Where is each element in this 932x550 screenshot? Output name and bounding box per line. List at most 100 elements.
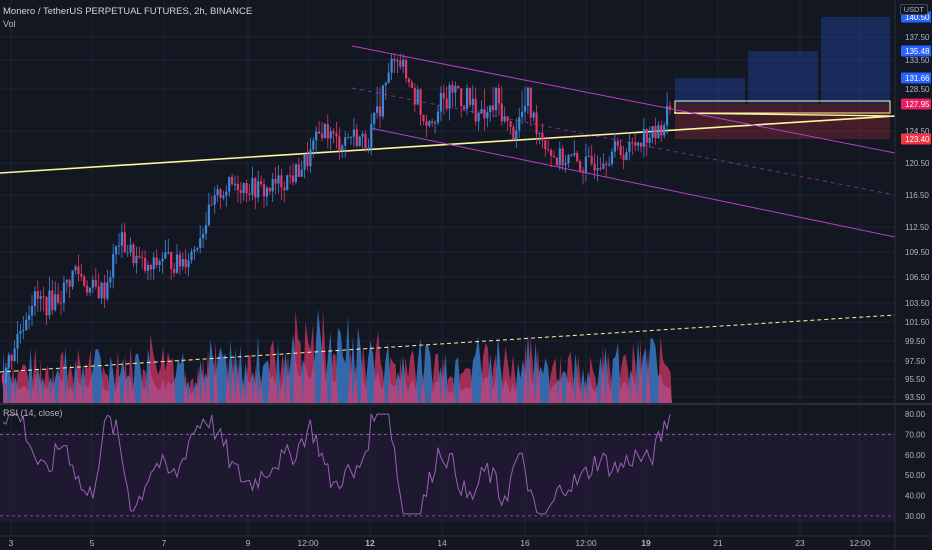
- candle-body: [558, 148, 561, 166]
- candle-body: [83, 276, 86, 286]
- price-tick-label: 93.50: [905, 393, 926, 402]
- candle-body: [628, 142, 631, 152]
- candle-body: [419, 89, 422, 115]
- candle-body: [436, 111, 440, 123]
- candle-body: [45, 297, 48, 316]
- candle-body: [471, 98, 474, 105]
- candle-body: [100, 282, 103, 298]
- time-tick-label: 5: [90, 538, 95, 548]
- candle-body: [625, 151, 628, 160]
- candle-body: [268, 187, 271, 192]
- candle-body: [480, 109, 483, 114]
- candle-body: [518, 117, 521, 131]
- candle-body: [4, 367, 7, 383]
- long-position-tool[interactable]: [674, 17, 891, 139]
- candle-body: [593, 163, 596, 171]
- candle-body: [294, 164, 297, 182]
- candle-body: [146, 264, 150, 271]
- currency-badge[interactable]: USDT: [899, 4, 928, 15]
- stop-zone: [675, 104, 890, 139]
- candle-body: [329, 131, 332, 139]
- candle-body: [515, 130, 518, 140]
- candle-body: [164, 252, 167, 259]
- candle-body: [561, 148, 564, 166]
- candle-body: [187, 260, 190, 268]
- candle-body: [42, 296, 45, 298]
- candle-body: [265, 187, 268, 197]
- candle-body: [492, 105, 495, 111]
- candle-body: [65, 280, 68, 283]
- price-tick-label: 101.50: [905, 318, 930, 327]
- candle-body: [477, 113, 480, 122]
- target-zone-3: [821, 17, 890, 104]
- candle-body: [402, 59, 405, 67]
- candle-body: [648, 137, 651, 143]
- volume-series: [3, 309, 672, 404]
- candle-body: [291, 175, 295, 182]
- time-tick-label: 12:00: [849, 538, 871, 548]
- price-axis: 137.50 133.50 128.50 124.50 120.50 116.50 112.…: [901, 11, 931, 402]
- candle-body: [410, 82, 413, 88]
- candle-body: [526, 87, 529, 106]
- candle-body: [396, 60, 399, 62]
- candle-body: [344, 137, 347, 146]
- candle-body: [303, 154, 306, 170]
- candle-body: [448, 84, 451, 109]
- candle-body: [138, 255, 141, 258]
- candle-body: [494, 87, 498, 111]
- candle-body: [451, 84, 454, 93]
- rsi-title[interactable]: RSI (14, close): [3, 408, 63, 418]
- candle-body: [39, 296, 42, 299]
- candle-body: [77, 266, 80, 275]
- candle-body: [222, 195, 225, 199]
- trendlines[interactable]: [0, 45, 896, 373]
- candle-body: [106, 282, 109, 299]
- candle-body: [373, 112, 376, 124]
- volume-area-down: [3, 309, 672, 404]
- price-tick-label: 133.50: [905, 56, 930, 65]
- candle-body: [634, 142, 637, 146]
- candle-body: [489, 105, 492, 113]
- candle-body: [425, 121, 428, 126]
- candle-body: [213, 195, 216, 205]
- candle-body: [651, 126, 654, 138]
- candle-body: [663, 125, 666, 136]
- candle-body: [564, 163, 567, 166]
- candle-body: [608, 163, 611, 165]
- candle-body: [584, 156, 587, 173]
- symbol-title[interactable]: Monero / TetherUS PERPETUAL FUTURES, 2h,…: [3, 6, 253, 17]
- candle-body: [355, 129, 358, 147]
- candle-body: [228, 176, 231, 192]
- candle-body: [245, 183, 248, 194]
- candle-body: [605, 163, 608, 165]
- candle-body: [286, 175, 289, 191]
- candle-body: [352, 129, 355, 137]
- candle-body: [62, 282, 65, 304]
- candle-body: [579, 161, 582, 171]
- candle-body: [88, 287, 92, 293]
- target-zone-1: [675, 78, 745, 104]
- volume-label[interactable]: Vol: [3, 19, 16, 29]
- candle-body: [486, 112, 489, 119]
- candle-body: [59, 302, 63, 304]
- candle-body: [210, 204, 213, 206]
- candle-body: [610, 151, 614, 164]
- price-badge: [901, 72, 931, 84]
- candle-body: [428, 121, 431, 126]
- candle-body: [103, 282, 106, 299]
- price-tick-label: 103.50: [905, 299, 930, 308]
- candle-body: [657, 125, 660, 139]
- candle-body: [115, 246, 118, 255]
- candle-body: [338, 136, 341, 151]
- candle-body: [642, 129, 645, 147]
- candle-body: [13, 348, 16, 361]
- candle-body: [129, 244, 132, 253]
- candle-body: [123, 232, 126, 253]
- candle-body: [117, 245, 121, 247]
- price-badge-label: 127.95: [905, 100, 930, 109]
- price-tick-label: 120.50: [905, 159, 930, 168]
- candle-body: [19, 331, 22, 334]
- candle-body: [231, 176, 234, 185]
- candle-body: [109, 277, 112, 283]
